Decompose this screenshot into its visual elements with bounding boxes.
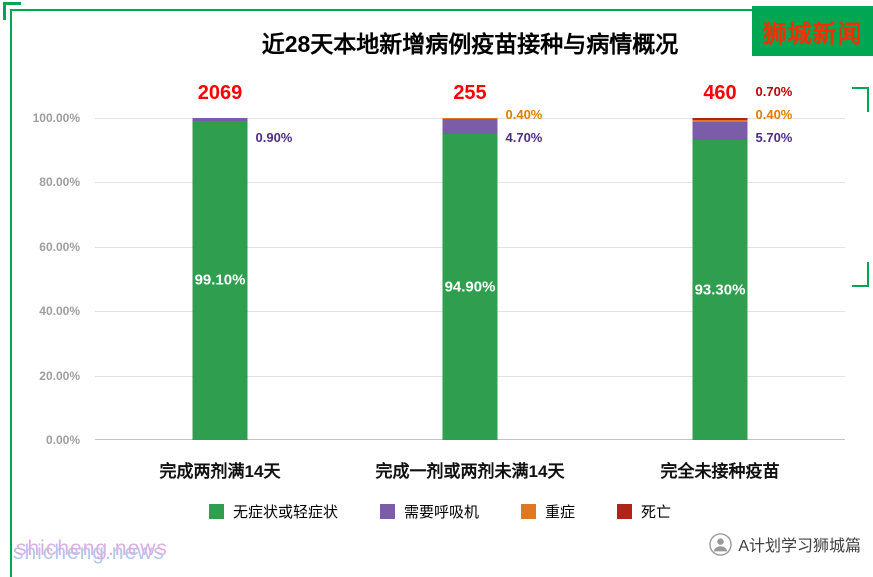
legend-label: 无症状或轻症状 bbox=[232, 504, 338, 521]
y-axis-tick: 100.00% bbox=[32, 111, 80, 125]
bar-segment-needs-ventilator bbox=[192, 118, 248, 121]
frame-bracket-right-top bbox=[852, 87, 869, 112]
legend-item-death: 死亡 bbox=[617, 501, 671, 522]
watermark-text: shicheng.news bbox=[16, 537, 168, 560]
bar-column: 99.10% 2069 0.90% bbox=[95, 82, 345, 440]
account-name: A计划学习狮城篇 bbox=[738, 538, 861, 555]
legend-swatch-needs-ventilator bbox=[379, 504, 395, 519]
legend-item-needs-ventilator: 需要呼吸机 bbox=[379, 501, 479, 522]
legend-label: 死亡 bbox=[641, 504, 672, 521]
bar-side-label: 5.70% bbox=[755, 130, 793, 145]
legend-item-severe: 重症 bbox=[521, 501, 575, 522]
legend-swatch-severe bbox=[521, 504, 536, 519]
y-axis-tick: 20.00% bbox=[39, 368, 80, 383]
y-axis-tick: 80.00% bbox=[39, 175, 80, 190]
footer-account-badge: A计划学习狮城篇 bbox=[709, 532, 861, 556]
brand-badge: 狮城新闻 bbox=[752, 6, 873, 56]
bar-segment-needs-ventilator bbox=[692, 121, 748, 140]
frame-border-top bbox=[10, 9, 873, 11]
bar-stack bbox=[192, 118, 248, 440]
bar-stack bbox=[692, 118, 748, 440]
bar-segment-needs-ventilator bbox=[442, 119, 498, 135]
frame-corner-top-left bbox=[3, 2, 21, 20]
legend-label: 需要呼吸机 bbox=[403, 504, 479, 521]
x-axis-label: 完成两剂满14天 bbox=[159, 462, 281, 481]
legend-swatch-asymptomatic-or-mild bbox=[208, 504, 224, 519]
y-axis-tick: 60.00% bbox=[39, 239, 80, 254]
frame-border-left bbox=[10, 9, 12, 577]
brand-badge-label: 狮城新闻 bbox=[762, 20, 863, 48]
bar-segment-asymptomatic-or-mild bbox=[442, 134, 498, 440]
legend: 无症状或轻症状 需要呼吸机 重症 死亡 bbox=[65, 501, 815, 522]
bar-total-label: 2069 bbox=[197, 82, 243, 104]
x-axis-label: 完全未接种疫苗 bbox=[660, 462, 780, 481]
bar-inside-label: 99.10% bbox=[194, 271, 246, 289]
bar-segment-death bbox=[692, 118, 748, 121]
legend-label: 重症 bbox=[545, 504, 576, 521]
bar-side-label: 0.40% bbox=[755, 107, 793, 122]
chart-title: 近28天本地新增病例疫苗接种与病情概况 bbox=[261, 31, 679, 57]
bar-side-label: 0.40% bbox=[505, 107, 543, 122]
y-axis-tick: 0.00% bbox=[45, 433, 80, 447]
bar-total-label: 460 bbox=[703, 82, 737, 104]
bar-segment-severe bbox=[442, 118, 498, 120]
y-axis-tick: 40.00% bbox=[39, 304, 80, 319]
bar-column: 93.30% 460 0.70% 0.40% 5.70% bbox=[595, 82, 845, 440]
bar-segment-severe bbox=[692, 120, 748, 122]
bar-inside-label: 93.30% bbox=[694, 281, 746, 299]
legend-swatch-death bbox=[617, 504, 633, 519]
bar-inside-label: 94.90% bbox=[444, 278, 496, 296]
bar-side-label: 0.90% bbox=[255, 130, 293, 145]
bar-stack bbox=[442, 118, 498, 440]
bar-segment-asymptomatic-or-mild bbox=[192, 120, 248, 440]
bar-segment-asymptomatic-or-mild bbox=[692, 139, 748, 440]
bar-column: 94.90% 255 0.40% 4.70% bbox=[345, 82, 595, 440]
plot-area: 99.10% 2069 0.90% 94.90% 255 0.40% 4.70% 93.30%… bbox=[95, 82, 845, 440]
bar-side-label: 4.70% bbox=[505, 130, 543, 145]
bar-side-label: 0.70% bbox=[755, 84, 793, 99]
x-axis-labels: 完成两剂满14天 完成一剂或两剂未满14天 完全未接种疫苗 bbox=[95, 457, 845, 482]
account-avatar-icon bbox=[709, 532, 733, 556]
x-axis-label: 完成一剂或两剂未满14天 bbox=[375, 462, 565, 481]
bar-total-label: 255 bbox=[453, 82, 487, 104]
frame-bracket-right-bottom bbox=[852, 262, 869, 287]
y-axis: 100.00% 80.00% 60.00% 40.00% 20.00% 0.00% bbox=[0, 111, 86, 447]
bar-columns: 99.10% 2069 0.90% 94.90% 255 0.40% 4.70% 93.30%… bbox=[95, 82, 845, 440]
legend-item-asymptomatic-or-mild: 无症状或轻症状 bbox=[208, 501, 338, 522]
